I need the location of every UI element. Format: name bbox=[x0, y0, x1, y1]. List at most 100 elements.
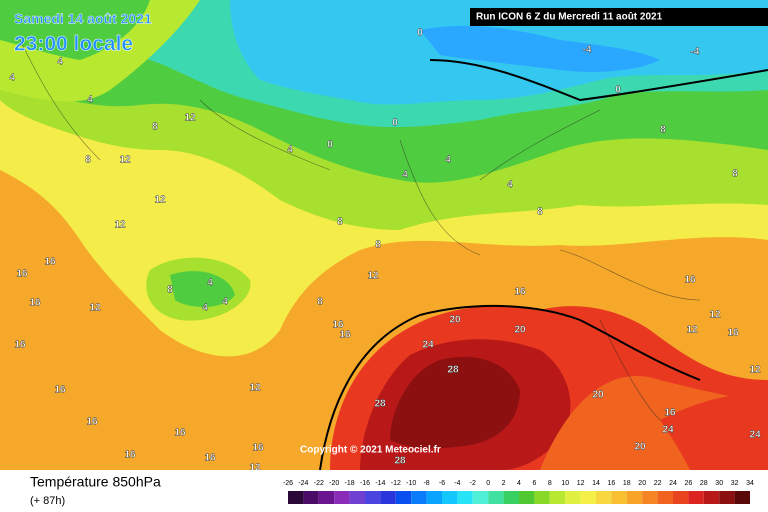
contour-label: 12 bbox=[184, 113, 196, 124]
valid-date: Samedi 14 août 2021 bbox=[14, 11, 152, 27]
contour-label: 16 bbox=[54, 385, 66, 396]
scale-label: -8 bbox=[423, 480, 429, 487]
contour-label: 12 bbox=[119, 155, 131, 166]
scale-bin bbox=[688, 491, 704, 504]
map-background bbox=[0, 0, 768, 471]
contour-label: 16 bbox=[727, 328, 739, 339]
scale-bin bbox=[334, 491, 350, 504]
contour-label: 0 bbox=[615, 85, 621, 96]
scale-label: 28 bbox=[700, 480, 708, 487]
scale-bin bbox=[442, 491, 458, 504]
lead-time: (+ 87h) bbox=[30, 495, 65, 507]
contour-label: 4 bbox=[57, 57, 63, 68]
scale-label: 30 bbox=[715, 480, 723, 487]
scale-bin bbox=[411, 491, 427, 504]
scale-bin bbox=[534, 491, 550, 504]
scale-bin bbox=[457, 491, 473, 504]
scale-label: 2 bbox=[502, 480, 506, 487]
contour-label: 28 bbox=[374, 399, 386, 410]
scale-label: 12 bbox=[577, 480, 585, 487]
contour-label: 16 bbox=[204, 453, 216, 464]
scale-label: -20 bbox=[329, 480, 339, 487]
contour-label: 16 bbox=[124, 450, 136, 461]
scale-label: 14 bbox=[592, 480, 600, 487]
scale-label: -24 bbox=[298, 480, 308, 487]
scale-label: -10 bbox=[406, 480, 416, 487]
contour-label: 16 bbox=[339, 330, 351, 341]
scale-bin bbox=[318, 491, 335, 504]
contour-label: 16 bbox=[29, 298, 41, 309]
contour-labels: 4 4 4 8 12 12 8 12 12 16 16 16 12 16 16 16 16 16 16 12 12 16 8… bbox=[9, 27, 761, 473]
scale-label: 4 bbox=[517, 480, 521, 487]
scale-label: -6 bbox=[439, 480, 445, 487]
color-scale: -26 -24 -22 -20 -18 -16 -14 -12 -10 -8 -6 -4 -2 0 2 4 6 8… bbox=[283, 480, 754, 504]
contour-label: 4 bbox=[287, 145, 293, 156]
contour-label: 20 bbox=[592, 390, 604, 401]
copyright: Copyright © 2021 Meteociel.fr bbox=[300, 445, 441, 456]
contour-label: -4 bbox=[691, 47, 700, 58]
scale-bin bbox=[611, 491, 627, 504]
scale-bin bbox=[365, 491, 381, 504]
scale-label: -4 bbox=[454, 480, 460, 487]
scale-label: -2 bbox=[470, 480, 476, 487]
valid-time: 23:00 locale bbox=[14, 33, 133, 56]
scale-label: 32 bbox=[731, 480, 739, 487]
scale-label: -18 bbox=[345, 480, 355, 487]
scale-bin bbox=[395, 491, 412, 504]
scale-label: -16 bbox=[360, 480, 370, 487]
contour-label: 4 bbox=[445, 155, 451, 166]
scale-label: 8 bbox=[548, 480, 552, 487]
scale-label: -22 bbox=[314, 480, 324, 487]
scale-label: 34 bbox=[746, 480, 754, 487]
contour-label: 12 bbox=[749, 365, 761, 376]
scale-bin bbox=[288, 491, 304, 504]
contour-label: 12 bbox=[367, 271, 379, 282]
run-banner bbox=[470, 8, 768, 26]
contour-label: 8 bbox=[152, 122, 158, 133]
product-title: Température 850hPa bbox=[30, 474, 161, 490]
contour-label: -4 bbox=[583, 45, 592, 56]
scale-label: -12 bbox=[391, 480, 401, 487]
scale-label: 6 bbox=[532, 480, 536, 487]
contour-label: 8 bbox=[537, 207, 543, 218]
contour-label: 4 bbox=[222, 297, 228, 308]
contour-label: 8 bbox=[337, 217, 343, 228]
scale-bin bbox=[580, 491, 596, 504]
scale-label: -14 bbox=[375, 480, 385, 487]
contour-label: 16 bbox=[514, 287, 526, 298]
contour-label: 0 bbox=[392, 118, 398, 129]
scale-bin bbox=[673, 491, 689, 504]
scale-label: 20 bbox=[638, 480, 646, 487]
scale-bin bbox=[380, 491, 396, 504]
contour-label: 16 bbox=[14, 340, 26, 351]
contour-label: 16 bbox=[252, 443, 264, 454]
scale-bin bbox=[734, 491, 750, 504]
run-info: Run ICON 6 Z du Mercredi 11 août 2021 bbox=[476, 12, 663, 23]
scale-bin bbox=[349, 491, 365, 504]
contour-label: 12 bbox=[114, 220, 126, 231]
contour-label: 4 bbox=[87, 95, 93, 106]
contour-label: 12 bbox=[89, 303, 101, 314]
contour-label: 4 bbox=[9, 73, 15, 84]
contour-label: 8 bbox=[732, 169, 738, 180]
contour-label: 16 bbox=[86, 417, 98, 428]
contour-label: 4 bbox=[402, 170, 408, 181]
contour-label: 20 bbox=[449, 315, 461, 326]
contour-label: 12 bbox=[709, 310, 721, 321]
contour-label: 12 bbox=[249, 383, 261, 394]
scale-bin bbox=[719, 491, 735, 504]
scale-bin bbox=[565, 491, 581, 504]
contour-label: 12 bbox=[154, 195, 166, 206]
contour-label: 0 bbox=[417, 28, 423, 39]
contour-label: 24 bbox=[662, 425, 674, 436]
scale-bin bbox=[596, 491, 612, 504]
contour-label: 24 bbox=[749, 430, 761, 441]
scale-label: 24 bbox=[669, 480, 677, 487]
contour-label: 4 bbox=[202, 303, 208, 314]
contour-label: 16 bbox=[664, 408, 676, 419]
contour-label: 16 bbox=[684, 275, 696, 286]
scale-label: 10 bbox=[561, 480, 569, 487]
scale-label: 16 bbox=[608, 480, 616, 487]
scale-bin bbox=[642, 491, 658, 504]
scale-bin bbox=[657, 491, 673, 504]
